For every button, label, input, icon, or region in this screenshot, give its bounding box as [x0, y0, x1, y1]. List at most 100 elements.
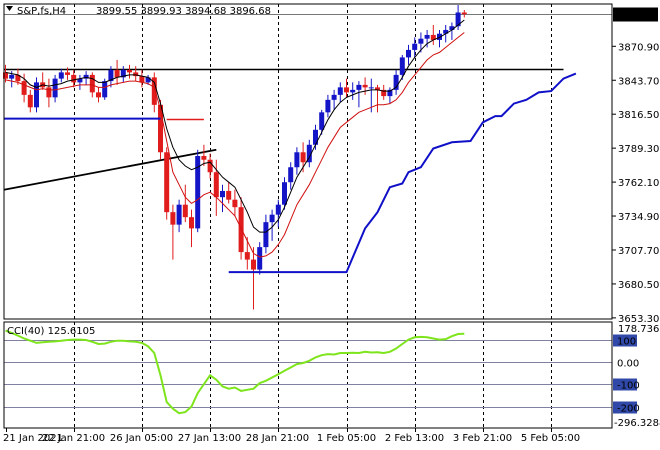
price-axis-label: 3680.50: [618, 280, 659, 291]
current-price-label: 3896.68: [617, 11, 658, 22]
price-axis-label: 3843.70: [618, 76, 659, 87]
bull-candle: [368, 87, 374, 89]
bear-candle: [170, 212, 176, 225]
bear-candle: [151, 77, 157, 105]
time-axis-label: 28 Jan 21:00: [246, 433, 309, 444]
cci-plot-frame: [3, 321, 613, 429]
bull-candle: [145, 77, 151, 83]
slow-moving-average: [5, 32, 465, 258]
moving-averages: [4, 19, 577, 274]
bear-candle: [381, 89, 387, 97]
time-axis-label: 27 Jan 13:00: [178, 433, 241, 444]
time-axis-label: 26 Jan 05:00: [110, 433, 173, 444]
bull-candle: [319, 112, 325, 130]
bull-candle: [257, 247, 263, 270]
bear-candle: [461, 12, 467, 15]
cci-level-label: -200: [617, 404, 640, 415]
bull-candle: [52, 78, 58, 98]
bear-candle: [89, 74, 95, 93]
cci-label: CCI(40) 125.6105: [7, 326, 95, 337]
bull-candle: [455, 12, 461, 27]
bear-candle: [164, 152, 170, 213]
bull-candle: [176, 204, 182, 225]
bull-candle: [269, 214, 275, 223]
current-price-tag: [613, 7, 658, 22]
bear-candle: [21, 81, 27, 95]
candles: [3, 4, 467, 310]
bull-candle: [449, 26, 455, 30]
time-axis-label: 3 Feb 21:00: [453, 433, 512, 444]
bull-candle: [306, 144, 312, 163]
bull-candle: [9, 74, 15, 79]
cci-level-label: -100: [617, 381, 640, 392]
time-axis-label: 22 Jan 21:00: [42, 433, 105, 444]
time-axis-label: 1 Feb 05:00: [317, 433, 376, 444]
bull-candle: [424, 34, 430, 39]
bear-candle: [46, 87, 52, 98]
bear-candle: [244, 252, 250, 260]
bear-candle: [300, 152, 306, 163]
bull-candle: [282, 182, 287, 205]
bear-candle: [139, 76, 145, 83]
cci-level-tag: [613, 401, 637, 414]
bear-candle: [251, 259, 256, 270]
dropdown-triangle-icon[interactable]: [6, 6, 13, 11]
bull-candle: [443, 29, 449, 34]
bear-candle: [71, 74, 77, 83]
bull-candle: [331, 94, 337, 100]
bull-candle: [387, 89, 393, 97]
bull-candle: [356, 84, 362, 90]
price-axis-label: 3707.70: [618, 246, 659, 257]
price-axis-label: 3734.90: [618, 212, 659, 223]
bull-candle: [102, 81, 108, 98]
bull-candle: [288, 167, 294, 183]
bear-candle: [27, 94, 33, 108]
price-axis-label: 3870.90: [618, 42, 659, 53]
bear-candle: [430, 34, 436, 40]
bull-candle: [195, 156, 201, 229]
bull-candle: [418, 38, 424, 44]
bear-candle: [158, 104, 163, 153]
cci-panel: [4, 329, 612, 415]
bull-candle: [294, 152, 300, 168]
price-axis-label: 3762.10: [618, 178, 659, 189]
time-axis-label: 21 Jan 2021: [3, 433, 63, 444]
bull-candle: [220, 190, 225, 198]
bear-candle: [182, 204, 188, 218]
bear-candle: [362, 84, 368, 88]
horizontal-lines: [3, 14, 612, 191]
main-plot-frame: [3, 3, 613, 320]
bull-candle: [34, 82, 39, 108]
bull-candle: [350, 89, 356, 93]
bear-candle: [3, 72, 8, 79]
trendline: [3, 148, 217, 191]
bear-candle: [226, 190, 232, 200]
bear-candle: [375, 87, 380, 90]
bear-candle: [133, 72, 139, 77]
bear-candle: [65, 72, 70, 75]
trend-moving-average: [228, 72, 577, 274]
price-axis-label: 3789.30: [618, 144, 659, 155]
bull-candle: [325, 99, 331, 113]
cci-level-label: 100: [617, 337, 636, 348]
bear-candle: [232, 199, 238, 208]
bull-candle: [263, 222, 269, 248]
time-axis-label: 2 Feb 13:00: [385, 433, 444, 444]
bull-candle: [108, 69, 114, 82]
bull-candle: [412, 43, 418, 50]
bear-candle: [213, 172, 219, 198]
bear-candle: [238, 207, 244, 253]
bull-candle: [337, 87, 343, 95]
time-axis-label: 5 Feb 05:00: [521, 433, 580, 444]
bear-candle: [96, 92, 101, 98]
bull-candle: [313, 129, 318, 145]
bull-candle: [58, 72, 64, 79]
bear-candle: [207, 159, 213, 173]
bull-candle: [393, 74, 399, 90]
bull-candle: [406, 49, 411, 58]
price-axis-label: 3816.50: [618, 110, 659, 121]
bear-candle: [201, 156, 207, 160]
